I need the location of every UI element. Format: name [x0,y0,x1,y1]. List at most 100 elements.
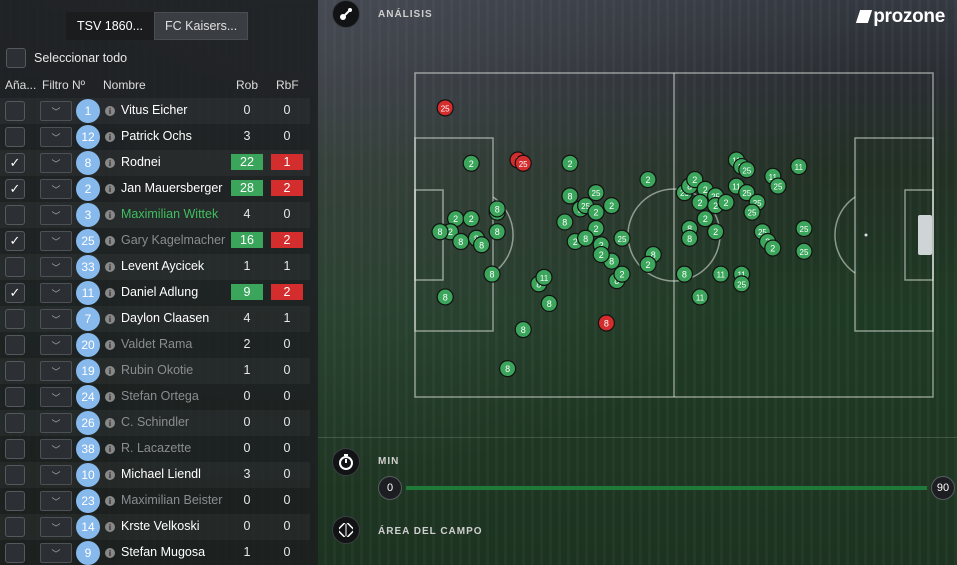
filter-dropdown[interactable]: ﹀ [40,335,72,355]
info-icon[interactable]: i [105,444,115,454]
tackle-marker[interactable]: 2 [592,245,610,264]
filter-dropdown[interactable]: ﹀ [40,153,72,173]
tackle-marker[interactable]: 25 [738,184,756,202]
row-checkbox[interactable] [5,387,25,407]
tackle-marker[interactable]: 8 [681,229,699,247]
tab-away-team[interactable]: FC Kaisers... [154,12,249,40]
table-row[interactable]: ﹀ 23 i Maximilian Beister 0 0 [0,488,310,514]
tackle-marker[interactable]: 2 [462,210,480,228]
tackle-marker[interactable]: 8 [577,229,595,247]
tackle-marker[interactable]: 2 [587,219,605,238]
tackle-marker[interactable]: 25 [738,161,756,179]
row-checkbox[interactable] [5,491,25,511]
slider-track[interactable] [406,486,927,490]
tackle-marker[interactable]: 2 [764,239,782,257]
col-header-filter[interactable]: Filtro [42,78,69,92]
row-checkbox[interactable]: ✓ [5,231,25,251]
filter-dropdown[interactable]: ﹀ [40,205,72,225]
info-icon[interactable]: i [105,496,115,506]
table-row[interactable]: ﹀ 12 i Patrick Ochs 3 0 [0,124,310,150]
player-name[interactable]: Rodnei [121,155,161,169]
filter-dropdown[interactable]: ﹀ [40,361,72,381]
table-row[interactable]: ﹀ 1 i Vitus Eicher 0 0 [0,98,310,124]
tackle-marker[interactable]: 2 [691,193,709,211]
row-checkbox[interactable] [5,543,25,563]
col-header-number[interactable]: Nº [72,78,86,92]
filter-dropdown[interactable]: ﹀ [40,127,72,147]
tackle-marker[interactable]: 8 [488,200,506,218]
filter-dropdown[interactable]: ﹀ [40,517,72,537]
select-all[interactable]: Seleccionar todo [6,48,127,68]
tackle-marker[interactable]: 2 [587,203,605,221]
tackle-marker[interactable]: 11 [712,265,730,283]
table-row[interactable]: ﹀ 38 i R. Lacazette 0 0 [0,436,310,462]
info-icon[interactable]: i [105,184,115,194]
info-icon[interactable]: i [105,262,115,272]
row-checkbox[interactable] [5,517,25,537]
tackle-marker[interactable]: 8 [597,314,615,332]
info-icon[interactable]: i [105,392,115,402]
tackle-marker[interactable]: 25 [743,203,761,221]
minute-slider[interactable]: 0 90 [378,476,955,500]
col-header-name[interactable]: Nombre [103,78,146,92]
slider-min-handle[interactable]: 0 [378,476,402,500]
tackle-marker[interactable]: 2 [686,170,704,189]
filter-dropdown[interactable]: ﹀ [40,101,72,121]
tackle-marker[interactable]: 8 [514,320,532,339]
tackle-marker[interactable]: 8 [540,294,558,313]
row-checkbox[interactable] [5,413,25,433]
tackle-marker[interactable]: 8 [556,213,574,231]
player-name[interactable]: Vitus Eicher [121,103,188,117]
tackle-marker[interactable]: 25 [436,99,454,117]
player-name[interactable]: Patrick Ochs [121,129,192,143]
table-row[interactable]: ﹀ 14 i Krste Velkoski 0 0 [0,514,310,540]
row-checkbox[interactable] [5,309,25,329]
info-icon[interactable]: i [105,210,115,220]
tackle-marker[interactable]: 8 [675,265,693,283]
row-checkbox[interactable] [5,257,25,277]
tackle-marker[interactable]: 2 [603,197,621,215]
table-row[interactable]: ﹀ 7 i Daylon Claasen 4 1 [0,306,310,332]
info-icon[interactable]: i [105,158,115,168]
filter-dropdown[interactable]: ﹀ [40,387,72,407]
player-name[interactable]: Maximilian Wittek [121,207,219,221]
tackle-marker[interactable]: 8 [488,223,506,241]
table-row[interactable]: ﹀ 24 i Stefan Ortega 0 0 [0,384,310,410]
tab-home-team[interactable]: TSV 1860... [66,12,155,40]
info-icon[interactable]: i [105,366,115,376]
row-checkbox[interactable] [5,439,25,459]
player-name[interactable]: R. Lacazette [121,441,192,455]
info-icon[interactable]: i [105,288,115,298]
tackle-marker[interactable]: 25 [514,154,532,172]
info-icon[interactable]: i [105,418,115,428]
table-row[interactable]: ﹀ 10 i Michael Liendl 3 0 [0,462,310,488]
tackle-marker[interactable]: 8 [472,236,491,254]
player-name[interactable]: Jan Mauersberger [121,181,223,195]
filter-dropdown[interactable]: ﹀ [40,179,72,199]
filter-dropdown[interactable]: ﹀ [40,309,72,329]
row-checkbox[interactable] [5,127,25,147]
tackle-marker[interactable]: 11 [691,288,709,306]
player-name[interactable]: Maximilian Beister [121,493,223,507]
filter-dropdown[interactable]: ﹀ [40,465,72,485]
row-checkbox[interactable] [5,361,25,381]
player-name[interactable]: C. Schindler [121,415,190,429]
table-row[interactable]: ﹀ 19 i Rubin Okotie 1 0 [0,358,310,384]
table-row[interactable]: ﹀ 9 i Stefan Mugosa 1 0 [0,540,310,565]
info-icon[interactable]: i [105,236,115,246]
tackle-marker[interactable]: 11 [535,268,553,286]
filter-dropdown[interactable]: ﹀ [40,491,72,511]
table-row[interactable]: ✓ ﹀ 8 i Rodnei 22 1 [0,150,310,176]
filter-dropdown[interactable]: ﹀ [40,543,72,563]
col-header-add[interactable]: Aña... [5,78,37,92]
info-icon[interactable]: i [105,548,115,558]
tackle-marker[interactable]: 2 [561,154,579,172]
row-checkbox[interactable] [5,205,25,225]
player-name[interactable]: Daniel Adlung [121,285,199,299]
tackle-marker[interactable]: 8 [436,288,454,306]
row-checkbox[interactable] [5,465,25,485]
row-checkbox[interactable] [5,101,25,121]
select-all-checkbox[interactable] [6,48,26,68]
player-name[interactable]: Krste Velkoski [121,519,200,533]
player-name[interactable]: Levent Aycicek [121,259,205,273]
